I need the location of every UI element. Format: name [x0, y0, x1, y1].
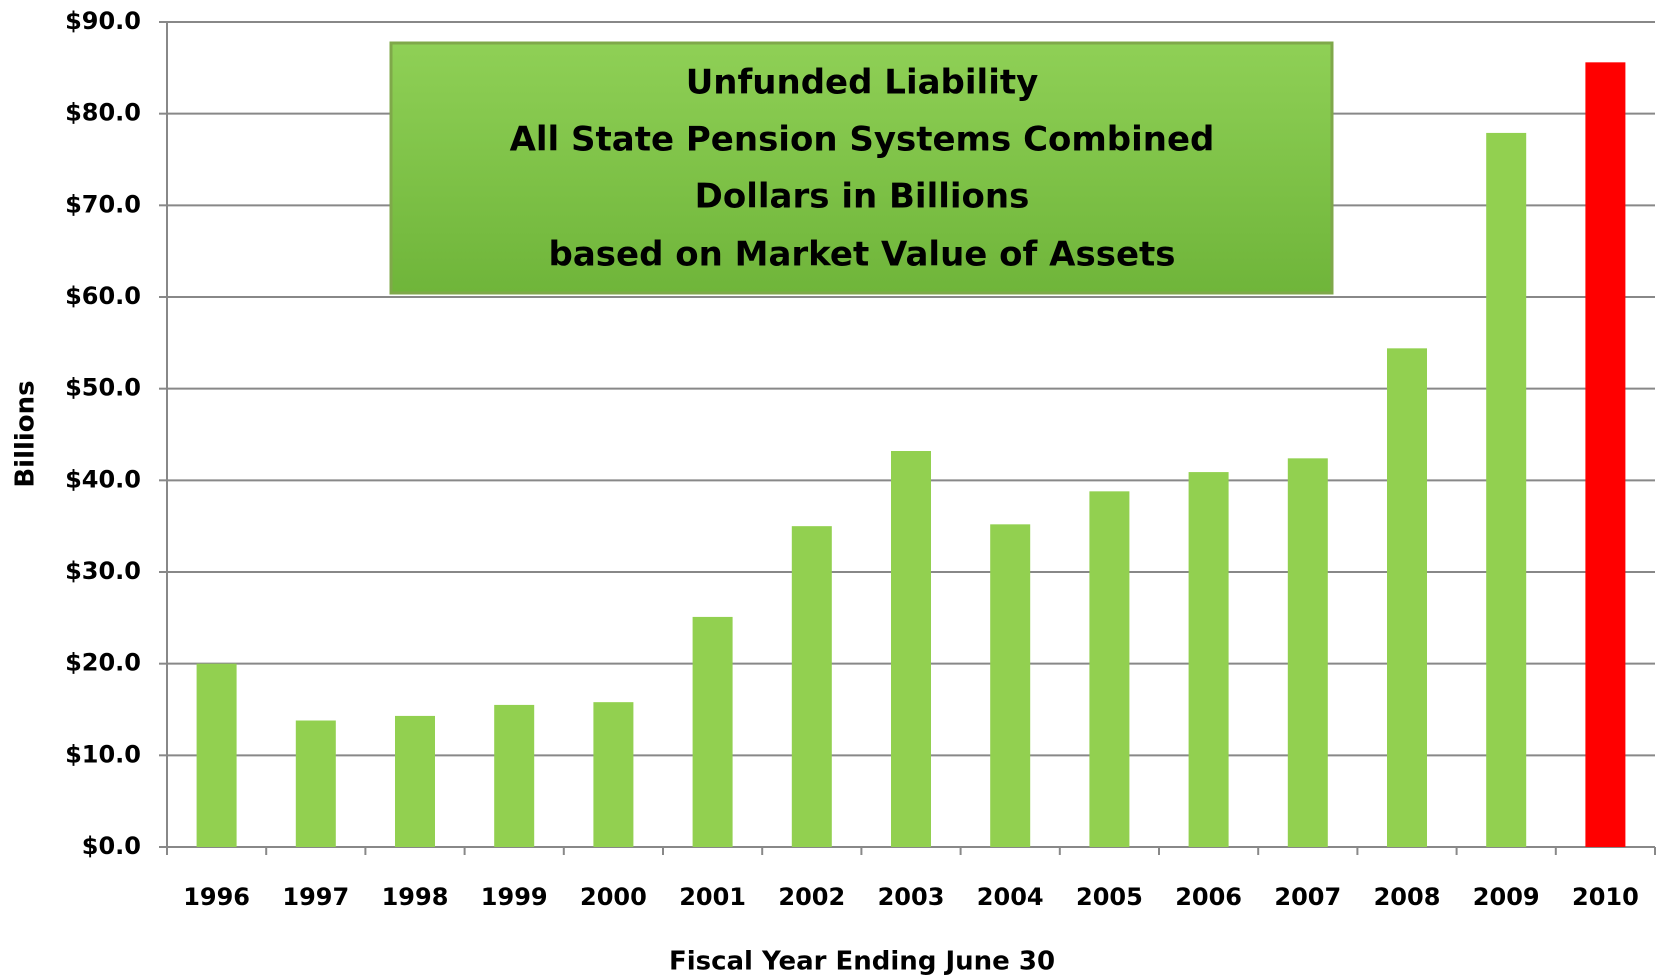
x-tick-label: 2003: [878, 883, 945, 911]
bar: [1188, 472, 1229, 847]
x-tick-label: 2001: [679, 883, 746, 911]
x-tick-label: 2010: [1572, 883, 1639, 911]
bar: [593, 702, 634, 847]
x-tick-label: 1999: [481, 883, 548, 911]
x-tick-label: 2005: [1076, 883, 1143, 911]
y-tick-label: $70.0: [65, 190, 141, 218]
x-tick-label: 2007: [1274, 883, 1341, 911]
y-tick-label: $30.0: [65, 557, 141, 585]
bar: [1287, 458, 1328, 847]
bar: [1387, 348, 1427, 847]
y-tick-label: $60.0: [65, 282, 141, 310]
x-tick-label: 1996: [183, 883, 250, 911]
title-line: based on Market Value of Assets: [548, 235, 1175, 275]
x-tick-label: 2000: [580, 883, 647, 911]
y-tick-label: $0.0: [82, 832, 141, 860]
bar: [1486, 132, 1527, 847]
x-axis-title: Fiscal Year Ending June 30: [669, 947, 1055, 977]
title-line: Dollars in Billions: [695, 177, 1030, 217]
x-tick-label: 2004: [977, 883, 1044, 911]
bar: [494, 704, 535, 847]
x-tick-label: 1997: [282, 883, 349, 911]
bar: [1585, 62, 1626, 848]
x-tick-label: 2002: [778, 883, 845, 911]
bar: [196, 663, 237, 847]
y-tick-label: $90.0: [65, 7, 141, 35]
x-tick-label: 2009: [1473, 883, 1540, 911]
title-line: All State Pension Systems Combined: [510, 120, 1215, 160]
bar: [692, 616, 733, 847]
bar: [891, 451, 931, 847]
y-tick-label: $20.0: [65, 649, 141, 677]
x-tick-label: 2006: [1175, 883, 1242, 911]
y-tick-label: $80.0: [65, 99, 141, 127]
bar: [791, 526, 832, 847]
bars: [196, 62, 1626, 848]
title-line: Unfunded Liability: [686, 63, 1039, 103]
bar: [395, 715, 435, 847]
bar: [1089, 491, 1130, 847]
y-tick-label: $10.0: [65, 740, 141, 768]
y-tick-label: $50.0: [65, 374, 141, 402]
y-axis-title: Billions: [11, 380, 41, 487]
bar: [295, 720, 336, 847]
y-tick-label: $40.0: [65, 465, 141, 493]
x-tick-label: 2008: [1374, 883, 1441, 911]
title-box: [389, 41, 1334, 295]
bar: [990, 524, 1031, 847]
x-tick-label: 1998: [382, 883, 449, 911]
